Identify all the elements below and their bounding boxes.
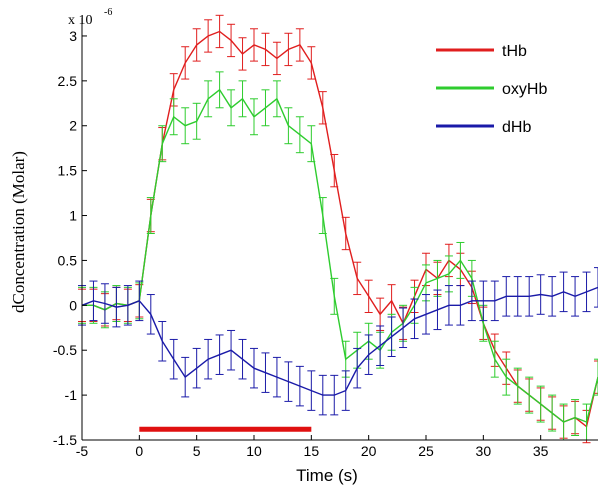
legend-label-tHb: tHb xyxy=(502,43,527,60)
y-axis-label: dConcentration (Molar) xyxy=(9,151,28,313)
y-tick-label: 1 xyxy=(69,208,77,224)
y-tick-label: 3 xyxy=(69,28,77,44)
series-tHb xyxy=(78,14,598,444)
axes-layer: -1.5 -1 -0.5 0 0.5 1 1.5 2 2.5 3 -5 0 5 10 15 20 25 30 35 xyxy=(53,18,598,459)
x-tick-label: 20 xyxy=(361,443,377,459)
x-tick-label: 30 xyxy=(476,443,492,459)
series-dHb xyxy=(78,267,598,416)
x-tick-label: -5 xyxy=(76,443,89,459)
y-tick-label: -1 xyxy=(65,387,78,403)
y-tick-label: 2.5 xyxy=(58,73,78,89)
x-tick-label: 25 xyxy=(418,443,434,459)
legend: tHb oxyHb dHb xyxy=(436,43,547,136)
x-axis-label: Time (s) xyxy=(296,466,358,485)
y-tick-label: 0 xyxy=(69,297,77,313)
x-tick-label: 35 xyxy=(533,443,549,459)
y-multiplier-exponent: -6 xyxy=(104,7,112,18)
y-tick-label: 2 xyxy=(69,118,77,134)
series-line-tHb xyxy=(82,30,598,428)
x-tick-label: 0 xyxy=(135,443,143,459)
legend-label-dHb: dHb xyxy=(502,119,531,136)
legend-label-oxyHb: oxyHb xyxy=(502,81,547,98)
x-tick-label: 10 xyxy=(246,443,262,459)
series-layer xyxy=(78,14,598,444)
y-multiplier-label: x 10 xyxy=(68,13,93,28)
x-tick-label: 15 xyxy=(304,443,320,459)
series-line-dHb xyxy=(81,286,598,396)
x-tick-label: 5 xyxy=(193,443,201,459)
y-tick-label: -1.5 xyxy=(53,432,77,448)
y-tick-label: 1.5 xyxy=(58,163,78,179)
y-tick-label: -0.5 xyxy=(53,342,77,358)
y-tick-label: 0.5 xyxy=(58,252,78,268)
series-line-oxyHb xyxy=(82,88,598,423)
